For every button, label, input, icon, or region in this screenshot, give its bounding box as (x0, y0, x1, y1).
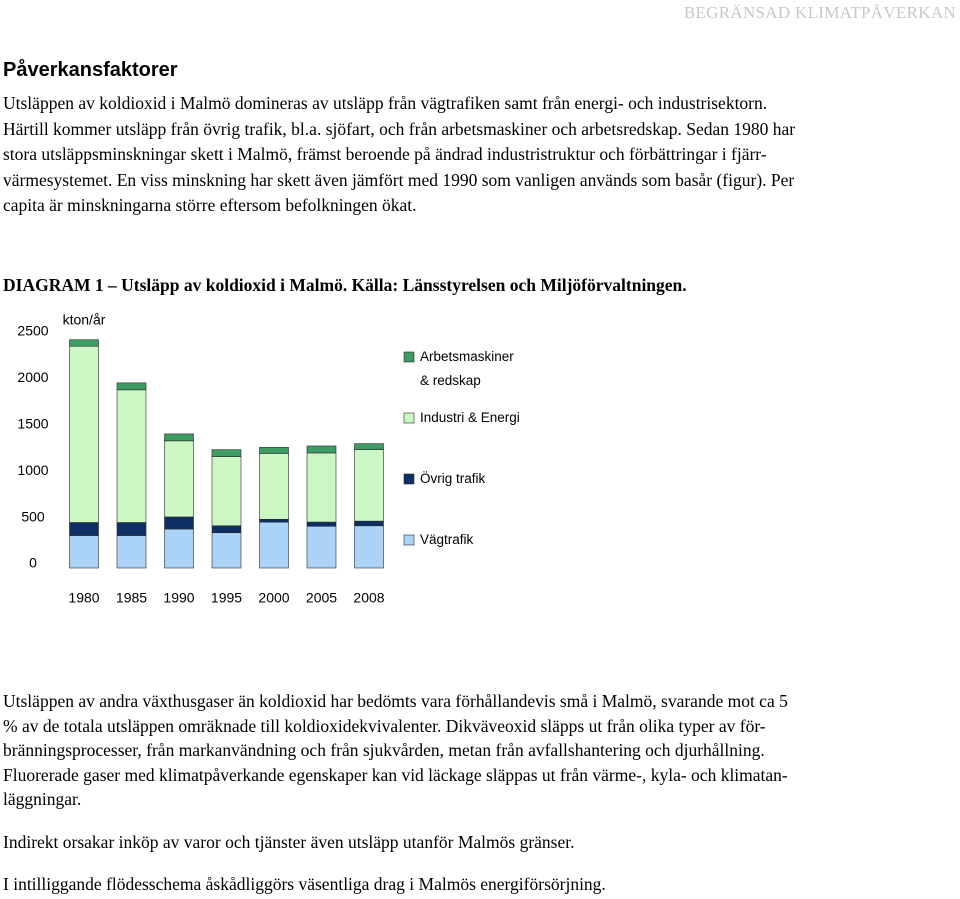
y-tick-label: 0 (29, 555, 37, 571)
paragraph-line: capita är minskningarna större eftersom … (3, 195, 417, 215)
bar-segment (164, 516, 194, 530)
legend-swatch (403, 412, 415, 424)
bar-segment (306, 521, 337, 527)
bar-segment (116, 522, 147, 536)
bar-segment (306, 445, 337, 454)
paragraph-line: stora utsläppsminskningar skett i Malmö,… (3, 144, 767, 164)
bar-segment (259, 453, 289, 520)
paragraph-line: Indirekt orsakar inköp av varor och tjän… (3, 832, 575, 852)
paragraph-line: Utsläppen av andra växthusgaser än koldi… (3, 691, 788, 711)
paragraph-line: Fluorerade gaser med klimatpåverkande eg… (3, 764, 788, 785)
paragraph-line: I intilliggande flödesschema åskådliggör… (3, 874, 606, 894)
bar-segment (69, 522, 99, 536)
bar-segment (69, 339, 99, 347)
bar-segment (164, 433, 194, 442)
x-tick-label: 1985 (116, 590, 147, 606)
x-tick-label: 2000 (258, 590, 289, 606)
paragraph-line: läggningar. (3, 789, 82, 809)
bar-segment (164, 440, 194, 518)
paragraph-line: bränningsprocesser, från markanvändning … (3, 740, 765, 760)
bar-segment (211, 525, 242, 534)
legend-swatch (403, 351, 415, 363)
bar-segment (259, 521, 289, 569)
running-header: BEGRÄNSAD KLIMATPÅVERKAN (683, 3, 956, 22)
bar-segment (116, 535, 147, 569)
bar-segment (164, 528, 194, 569)
x-tick-label: 1995 (211, 590, 242, 606)
paragraph-line: värmesystemet. En viss minskning har ske… (3, 169, 795, 190)
bar-segment (306, 452, 337, 523)
section-heading: Påverkansfaktorer (3, 59, 178, 81)
bar-segment (116, 389, 147, 523)
y-axis-label: kton/år (63, 312, 106, 328)
bar-segment (354, 520, 384, 527)
legend-label: Övrig trafik (420, 471, 486, 486)
legend-label: Industri & Energi (420, 410, 520, 425)
bar-segment (306, 525, 337, 569)
bar-segment (116, 382, 147, 391)
x-tick-label: 2005 (306, 590, 337, 606)
paragraph-line: Härtill kommer utsläpp från övrig trafik… (3, 118, 796, 139)
bar-segment (354, 443, 384, 450)
x-tick-label: 1980 (68, 590, 99, 606)
y-tick-label: 2500 (17, 323, 48, 339)
bar-segment (211, 532, 242, 569)
bar-segment (354, 449, 384, 522)
y-tick-label: 1000 (17, 462, 48, 478)
bar-segment (69, 535, 99, 569)
paragraph-line: % av de totala utsläppen omräknade till … (3, 715, 766, 736)
legend-label: Arbetsmaskiner & redskap (420, 349, 514, 388)
legend-swatch (403, 473, 415, 485)
figure-caption: DIAGRAM 1 – Utsläpp av koldioxid i Malmö… (3, 275, 687, 295)
bar-segment (259, 447, 289, 454)
paragraph-line: Utsläppen av koldioxid i Malmö domineras… (3, 93, 768, 113)
y-tick-label: 1500 (17, 416, 48, 432)
bar-segment (211, 449, 242, 457)
bar-segment (69, 345, 99, 523)
y-tick-label: 500 (21, 508, 45, 524)
bar-segment (259, 518, 289, 523)
bar-segment (211, 456, 242, 527)
x-tick-label: 1990 (163, 590, 194, 606)
legend-swatch (403, 534, 415, 546)
bar-segment (354, 525, 384, 569)
legend-label: Vägtrafik (420, 532, 474, 547)
y-tick-label: 2000 (17, 369, 48, 385)
x-tick-label: 2008 (353, 590, 384, 606)
